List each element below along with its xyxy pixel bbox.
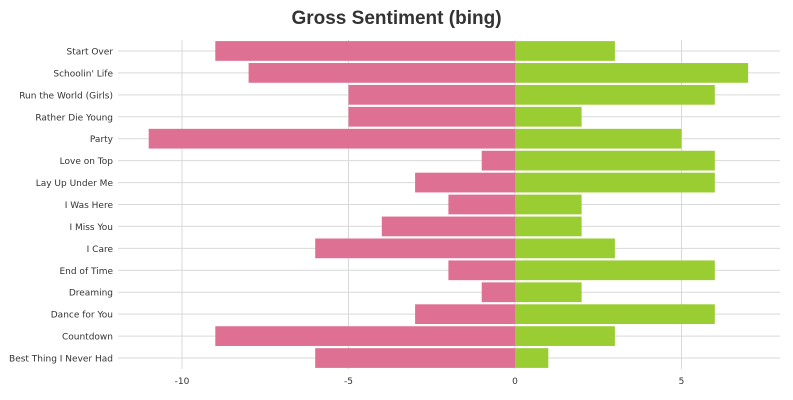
bar [515, 326, 615, 346]
bar [248, 63, 515, 83]
y-tick-label: I Care [87, 245, 114, 255]
bar [515, 216, 582, 237]
y-tick-label: Countdown [62, 333, 113, 343]
bar [515, 150, 715, 171]
y-tick-label: Party [90, 135, 114, 145]
y-tick-label: End of Time [59, 267, 113, 277]
x-tick-label: 5 [679, 377, 685, 387]
x-tick-label: 0 [512, 377, 518, 387]
bar [315, 238, 515, 259]
bar [481, 282, 515, 303]
bar [515, 106, 582, 127]
bar [515, 282, 582, 303]
bar [481, 150, 515, 171]
y-tick-label: Run the World (Girls) [19, 91, 113, 101]
y-tick-label: Schoolin' Life [53, 69, 113, 79]
y-tick-label: Dreaming [69, 289, 113, 299]
y-tick-label: Dance for You [51, 311, 113, 321]
bar [515, 304, 715, 325]
y-tick-label: Start Over [67, 47, 114, 57]
bar [515, 172, 715, 193]
x-tick-label: -5 [344, 377, 353, 387]
y-tick-label: Best Thing I Never Had [9, 355, 113, 365]
bar [515, 128, 682, 149]
bar [415, 304, 515, 325]
bar [348, 84, 515, 105]
bar [148, 128, 515, 149]
bar [515, 348, 549, 368]
bar [515, 84, 715, 105]
bar [448, 194, 515, 215]
bar [348, 106, 515, 127]
x-tick-label: -10 [175, 377, 190, 387]
y-tick-label: I Miss You [69, 223, 113, 233]
bar [515, 63, 749, 83]
y-tick-label: Love on Top [60, 157, 114, 167]
bar [315, 348, 515, 368]
bar [515, 41, 615, 61]
bar [215, 41, 516, 61]
bar [215, 326, 516, 346]
bar [515, 260, 715, 281]
y-tick-label: Lay Up Under Me [36, 179, 114, 189]
y-tick-label: I Was Here [65, 201, 114, 211]
bar [381, 216, 515, 237]
bar [515, 194, 582, 215]
bar [448, 260, 515, 281]
y-tick-label: Rather Die Young [35, 113, 113, 123]
bar [515, 238, 615, 259]
bar [415, 172, 515, 193]
chart-title: Gross Sentiment (bing) [291, 8, 502, 29]
